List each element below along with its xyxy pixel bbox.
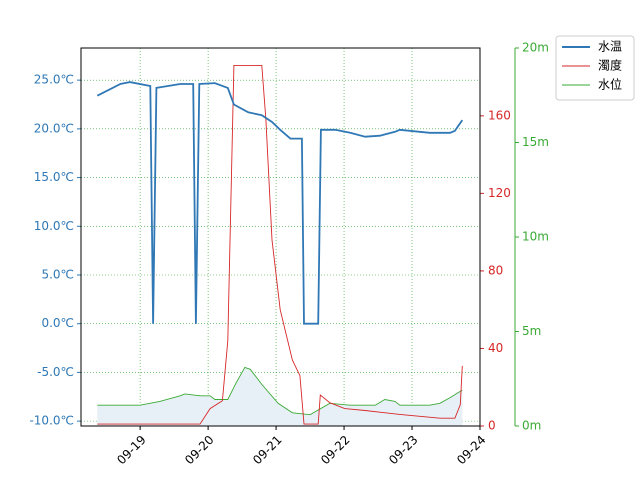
x-tick-label: 09-21 (250, 433, 285, 468)
y-tick-label: 0.0℃ (41, 316, 74, 330)
series-line (97, 366, 463, 416)
plot-frame (80, 47, 481, 427)
legend-label: 水温 (598, 40, 622, 54)
y-tick-label: 10.0℃ (34, 219, 74, 233)
y-tick-label: 15.0℃ (34, 170, 74, 184)
x-tick-label: 09-22 (318, 433, 353, 468)
y-tick-label: -10.0℃ (29, 414, 74, 428)
y3-tick-label: 15m (522, 135, 549, 149)
legend-label: 水位 (598, 77, 622, 92)
y2-tick-label: 120 (488, 186, 511, 200)
legend-box (555, 35, 635, 101)
y3-tick-label: 20m (522, 41, 549, 55)
y2-tick-label: 40 (488, 341, 503, 355)
legend-label: 濁度 (598, 58, 622, 73)
y-tick-label: -5.0℃ (37, 365, 74, 379)
y-tick-label: 25.0℃ (34, 73, 74, 87)
x-tick-label: 09-24 (454, 433, 489, 468)
x-tick-label: 09-23 (386, 433, 421, 468)
area-fill (97, 367, 463, 426)
series-line (96, 81, 464, 325)
y3-tick-label: 0m (522, 419, 541, 433)
y2-tick-label: 160 (488, 108, 511, 122)
y-tick-label: 20.0℃ (34, 121, 74, 135)
y2-tick-label: 80 (488, 263, 503, 277)
series-line (97, 64, 463, 425)
x-tick-label: 09-20 (182, 433, 217, 468)
y3-tick-label: 10m (522, 230, 549, 244)
x-tick-label: 09-19 (114, 433, 149, 468)
y2-tick-label: 0 (488, 419, 496, 433)
y3-tick-label: 5m (522, 324, 541, 338)
y-tick-label: 5.0℃ (41, 267, 74, 281)
